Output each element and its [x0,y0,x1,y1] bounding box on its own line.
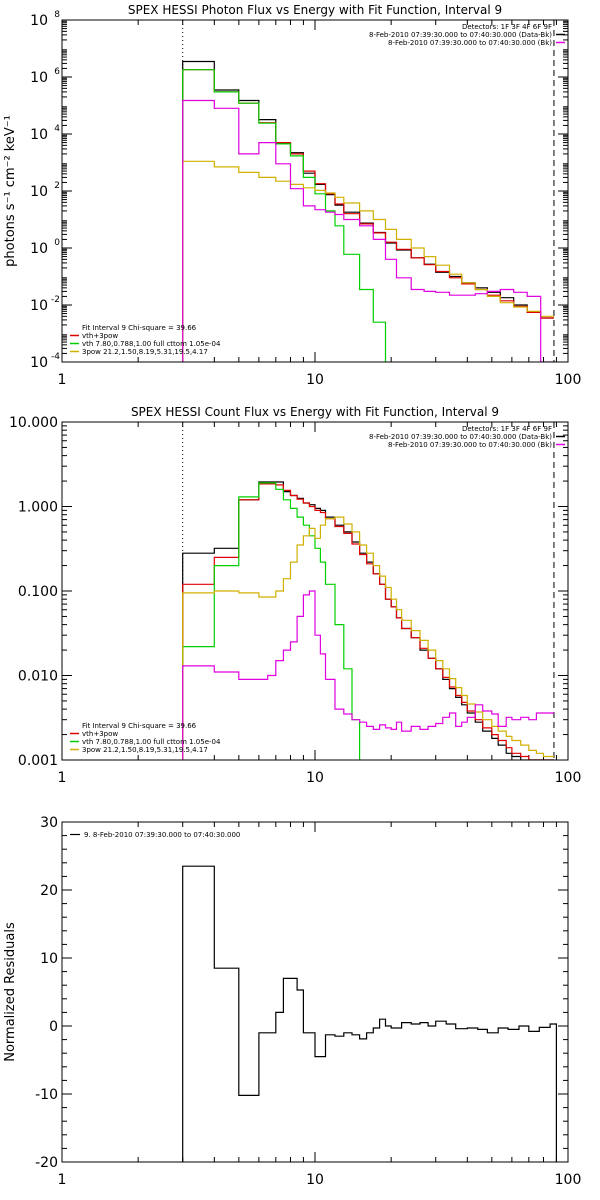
series-line-3 [182,516,554,760]
series-group [182,481,554,760]
x-tick-label: 1 [58,1172,67,1188]
series-line-0 [182,60,554,362]
legend-bottom-left-entry: Fit Interval 9 Chi-square = 39.66 [82,722,197,730]
series-group [182,865,557,1162]
y-tick-exponent: 0 [54,238,60,248]
y-axis-label: photons s⁻¹ cm⁻² keV⁻¹ [3,115,18,267]
chart-title: SPEX HESSI Count Flux vs Energy with Fit… [131,405,499,419]
legend-top-right-entry: 8-Feb-2010 07:39:30.000 to 07:40:30.000 … [388,441,552,449]
legend-bottom-left-entry: vth+3pow [82,332,118,340]
plot-frame [61,19,569,363]
series-line-1 [182,483,554,760]
y-tick-label: 10 [30,127,48,143]
legend-bottom-left-entry: vth+3pow [82,730,118,738]
residuals-panel: Normalized Residuals 1 10 100 -20 -10 0 10 20 30 9… [3,815,581,1188]
y-tick-exponent: 6 [54,67,60,77]
y-tick-exponent: -4 [51,352,60,362]
y-tick-label: 10.000 [9,415,58,431]
plot-frame [61,421,569,761]
y-tick-label: 0.010 [18,669,58,685]
y-tick-label: 10 [30,241,48,257]
count-flux-panel: SPEX HESSI Count Flux vs Energy with Fit… [9,405,582,786]
legend-top-right-entry: Detectors: 1F 3F 4F 6F 9F [462,23,552,31]
y-tick-label: 1.000 [18,500,58,516]
x-tick-label: 10 [306,1172,324,1188]
y-tick-label: -20 [35,1155,58,1171]
legend-top-right-entry: Detectors: 1F 3F 4F 6F 9F [462,425,552,433]
legend-top-right-entry: 8-Feb-2010 07:39:30.000 to 07:40:30.000 … [369,31,552,39]
y-tick-label: 0 [49,1019,58,1035]
y-tick-label: -10 [35,1087,58,1103]
y-tick-exponent: 8 [54,10,60,20]
legend-bottom-left-entry: vth 7.80,0.788,1.00 full cttom 1.05e-04 [82,340,221,348]
y-tick-label: 30 [40,815,58,831]
y-tick-label: 0.100 [18,584,58,600]
y-tick-label: 10 [30,70,48,86]
legend-top-left-entry: 9. 8-Feb-2010 07:39:30.000 to 07:40:30.0… [84,831,240,839]
y-tick-exponent: 2 [54,181,60,191]
y-tick-label: 10 [30,184,48,200]
x-tick-label: 100 [555,1172,582,1188]
series-group [182,60,554,362]
y-tick-label: 10 [30,298,48,314]
x-tick-label: 10 [306,770,324,786]
photon-flux-panel: SPEX HESSI Photon Flux vs Energy with Fi… [3,3,582,388]
plot-frame [61,821,569,1163]
legend-top-right-entry: 8-Feb-2010 07:39:30.000 to 07:40:30.000 … [388,39,552,47]
x-tick-label: 10 [306,372,324,388]
legend-bottom-left-entry: vth 7.80,0.788,1.00 full cttom 1.05e-04 [82,738,221,746]
series-line-0 [182,865,557,1162]
y-tick-exponent: 4 [54,124,60,134]
y-axis-label: Normalized Residuals [3,922,18,1062]
y-tick-label: 10 [30,355,48,371]
series-line-3 [182,160,554,362]
series-line-2 [182,482,361,760]
y-tick-exponent: -2 [51,295,60,305]
legend-bottom-left-entry: 3pow 21.2,1.50,8.19,5.31,19.5,4.17 [82,348,208,356]
y-tick-label: 0.001 [18,753,58,769]
series-line-2 [182,69,387,362]
legend-top-right-entry: 8-Feb-2010 07:39:30.000 to 07:40:30.000 … [369,433,552,441]
y-tick-label: 10 [30,13,48,29]
chart-title: SPEX HESSI Photon Flux vs Energy with Fi… [128,3,502,17]
x-tick-label: 100 [555,770,582,786]
series-line-4 [182,99,554,362]
x-tick-label: 1 [58,372,67,388]
y-tick-label: 20 [40,883,58,899]
y-tick-label: 10 [40,951,58,967]
legend-bottom-left-entry: 3pow 21.2,1.50,8.19,5.31,19.5,4.17 [82,746,208,754]
series-line-4 [182,590,554,760]
legend-bottom-left-entry: Fit Interval 9 Chi-square = 39.66 [82,324,197,332]
x-tick-label: 100 [555,372,582,388]
x-tick-label: 1 [58,770,67,786]
